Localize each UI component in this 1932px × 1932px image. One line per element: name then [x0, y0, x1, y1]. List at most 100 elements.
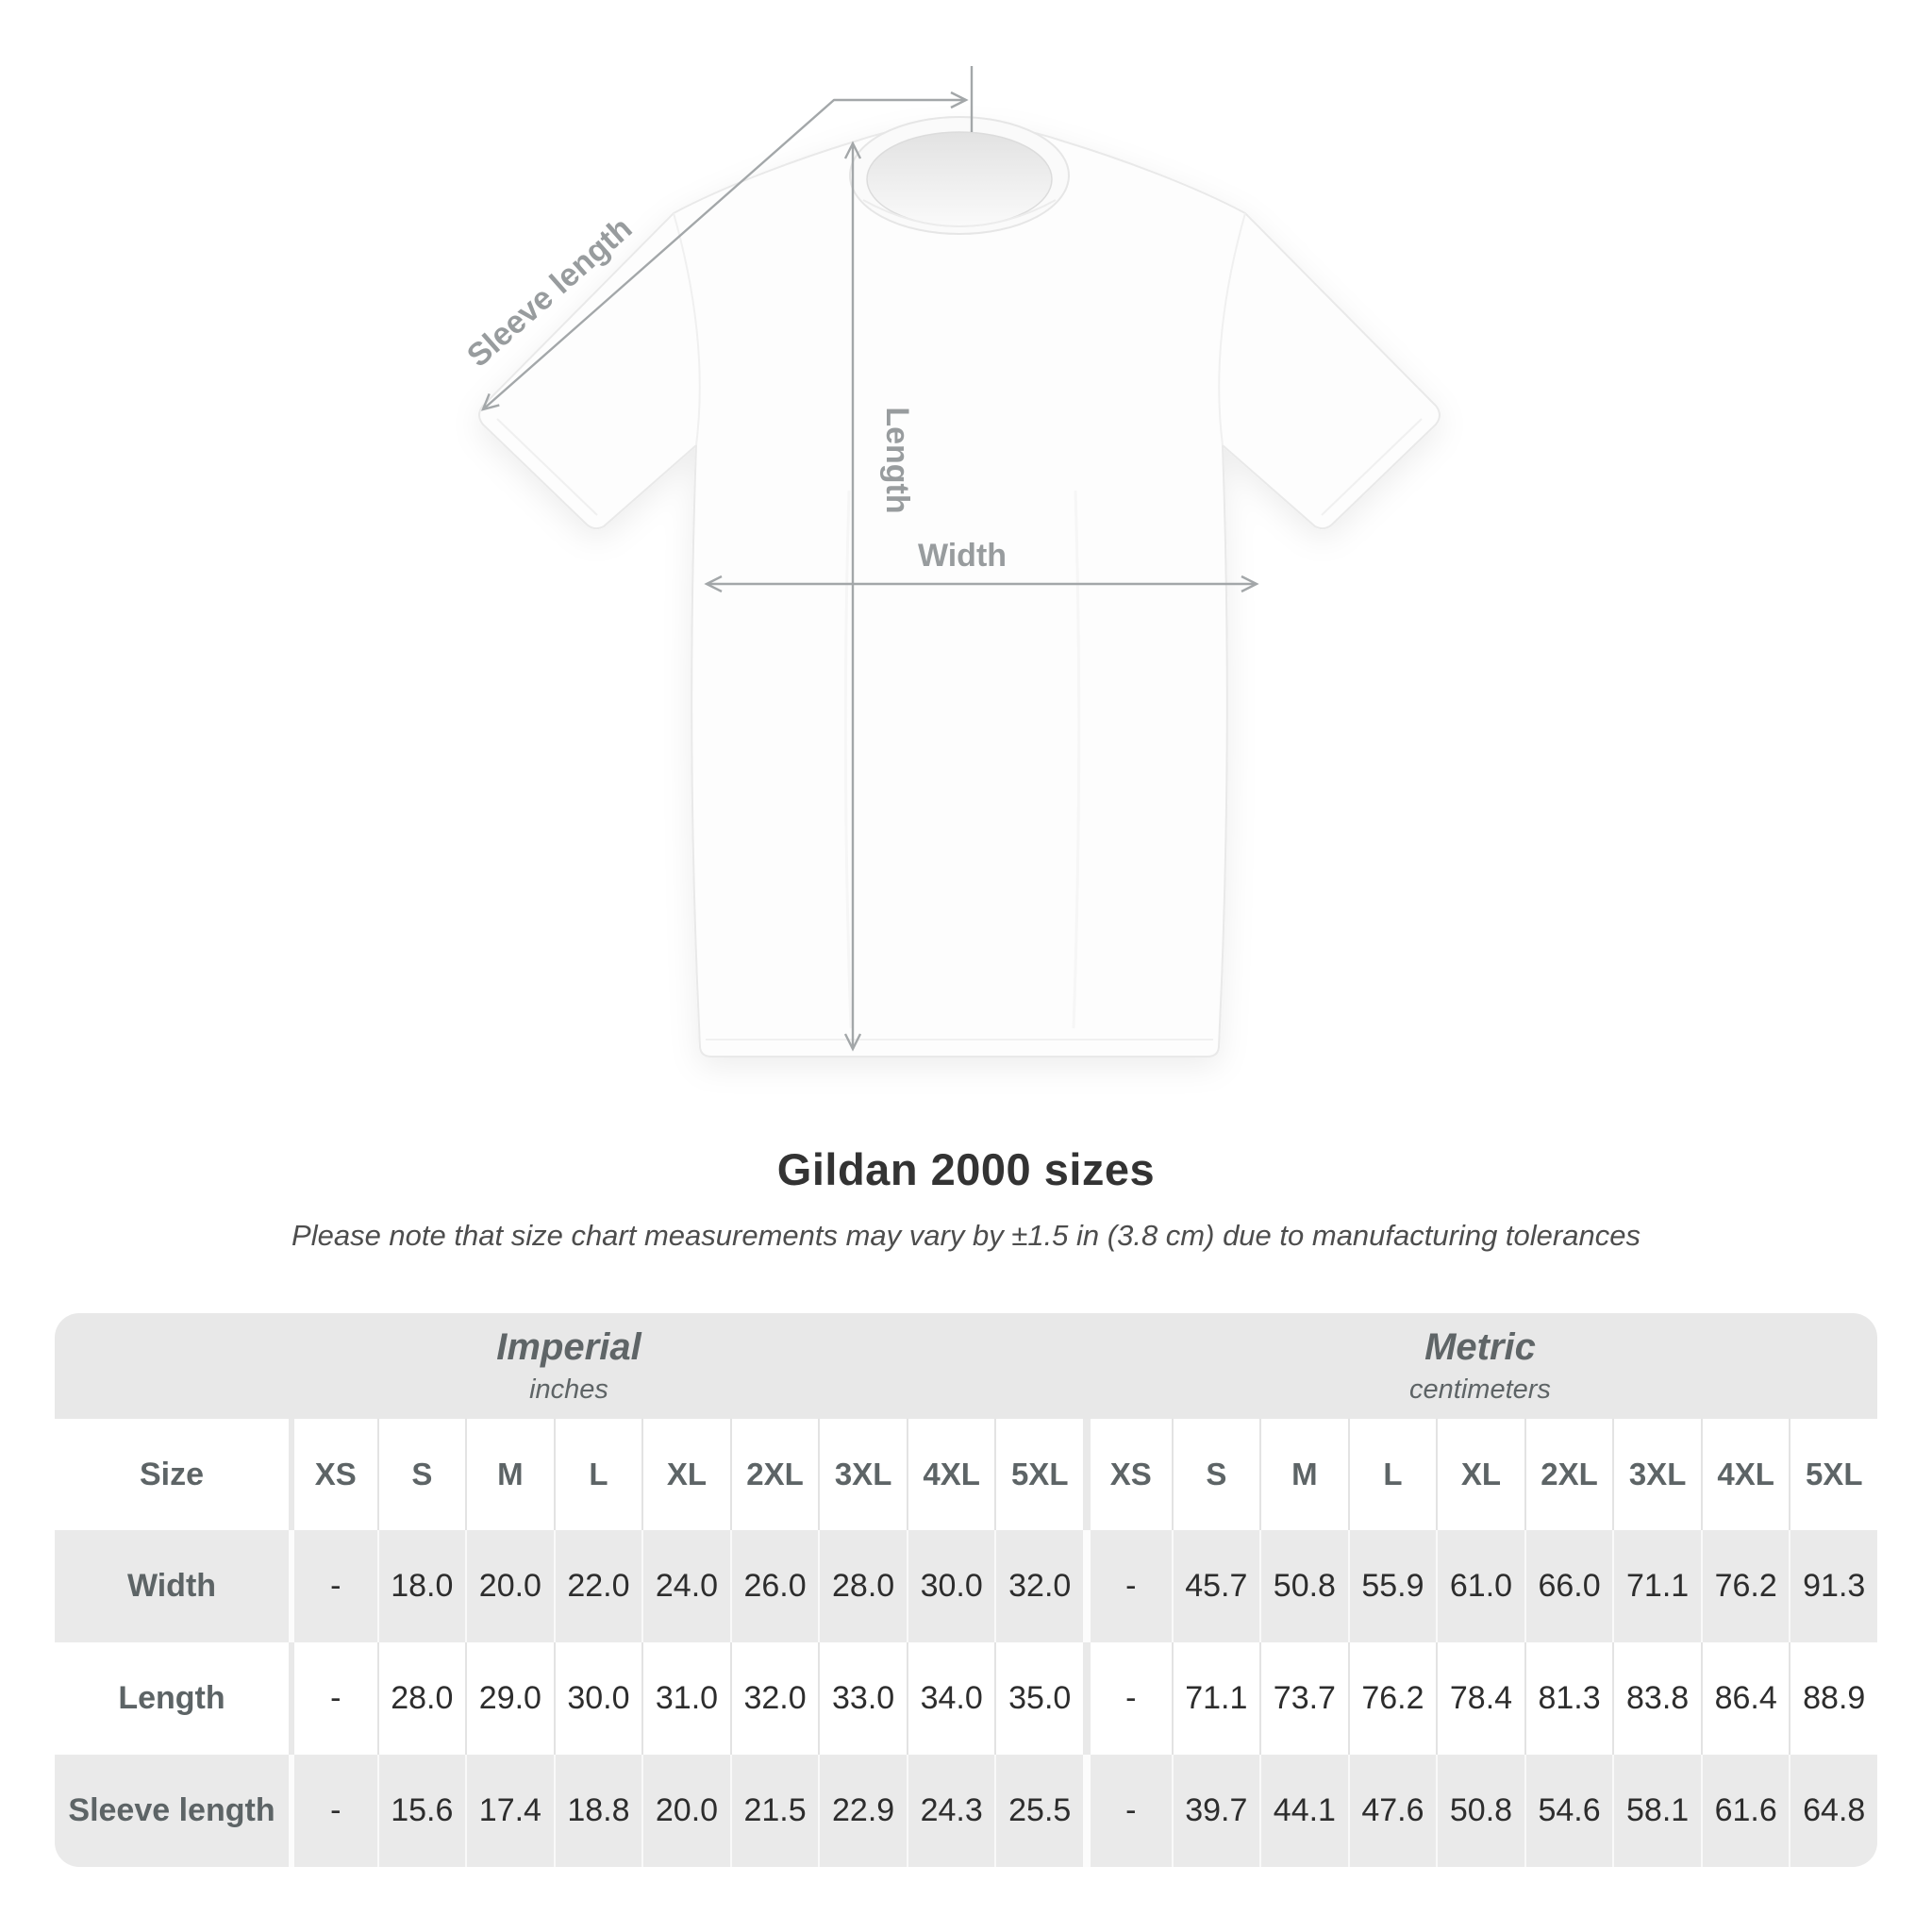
size-col-metric-2xl: 2XL	[1524, 1419, 1613, 1530]
length-imperial-4xl: 34.0	[906, 1642, 995, 1755]
tshirt-diagram-svg: Sleeve length Length Width	[460, 66, 1441, 1058]
unit-band: Imperial inches Metric centimeters	[55, 1313, 1877, 1419]
width-imperial-4xl: 30.0	[906, 1530, 995, 1642]
fold-line-right	[1072, 490, 1081, 1029]
length-metric-xl: 78.4	[1436, 1642, 1524, 1755]
sleeve-length-metric-s: 39.7	[1171, 1755, 1260, 1867]
imperial-band-title: Imperial	[496, 1326, 641, 1368]
length-imperial-2xl: 32.0	[729, 1642, 819, 1755]
collar-opening	[866, 131, 1053, 227]
tshirt-body	[478, 123, 1441, 1058]
length-metric-m: 73.7	[1259, 1642, 1348, 1755]
width-metric-5xl: 91.3	[1789, 1530, 1877, 1642]
width-imperial-s: 18.0	[376, 1530, 466, 1642]
sleeve-length-metric-3xl: 58.1	[1612, 1755, 1701, 1867]
sleeve-length-imperial-5xl: 25.5	[994, 1755, 1083, 1867]
tshirt-illustration	[478, 116, 1441, 1058]
sleeve-length-imperial-3xl: 22.9	[818, 1755, 907, 1867]
size-col-imperial-xl: XL	[641, 1419, 730, 1530]
sleeve-length-metric-xs: -	[1083, 1755, 1172, 1867]
size-col-metric-xs: XS	[1083, 1419, 1172, 1530]
table-row-length: Length -28.0 29.0 30.0 31.0 32.0 33.0 34.0 35.0-…	[55, 1642, 1877, 1755]
size-col-metric-xl: XL	[1436, 1419, 1524, 1530]
size-col-imperial-s: S	[376, 1419, 466, 1530]
width-imperial-xl: 24.0	[641, 1530, 730, 1642]
sleeve-length-metric-4xl: 61.6	[1700, 1755, 1790, 1867]
sleeve-length-metric-5xl: 64.8	[1789, 1755, 1877, 1867]
sleeve-length-metric-xl: 50.8	[1436, 1755, 1524, 1867]
size-col-metric-5xl: 5XL	[1789, 1419, 1877, 1530]
size-table-body: Width -18.0 20.0 22.0 24.0 26.0 28.0 30.0 32.0-4…	[55, 1530, 1877, 1867]
width-metric-3xl: 71.1	[1612, 1530, 1701, 1642]
length-metric-4xl: 86.4	[1700, 1642, 1790, 1755]
length-imperial-s: 28.0	[376, 1642, 466, 1755]
sleeve-length-metric-2xl: 54.6	[1524, 1755, 1613, 1867]
length-metric-s: 71.1	[1171, 1642, 1260, 1755]
length-imperial-xl: 31.0	[641, 1642, 730, 1755]
width-imperial-m: 20.0	[465, 1530, 554, 1642]
size-col-metric-4xl: 4XL	[1700, 1419, 1790, 1530]
length-imperial-5xl: 35.0	[994, 1642, 1083, 1755]
metric-band-unit: centimeters	[1409, 1374, 1551, 1405]
left-cuff-seam	[496, 418, 598, 516]
table-row-width: Width -18.0 20.0 22.0 24.0 26.0 28.0 30.0 32.0-4…	[55, 1530, 1877, 1642]
size-header: Size	[139, 1456, 205, 1492]
width-label: Width	[918, 538, 1007, 574]
width-imperial-l: 22.0	[553, 1530, 642, 1642]
size-col-imperial-5xl: 5XL	[994, 1419, 1083, 1530]
size-col-imperial-2xl: 2XL	[729, 1419, 819, 1530]
size-col-imperial-xs: XS	[289, 1419, 377, 1530]
width-metric-l: 55.9	[1347, 1530, 1437, 1642]
table-row-sleeve-length: Sleeve length -15.6 17.4 18.8 20.0 21.5 22.9 24…	[55, 1755, 1877, 1867]
length-metric-l: 76.2	[1347, 1642, 1437, 1755]
length-label: Length	[879, 407, 915, 513]
width-imperial-3xl: 28.0	[818, 1530, 907, 1642]
tolerance-note: Please note that size chart measurements…	[291, 1219, 1641, 1252]
sleeve-length-imperial-2xl: 21.5	[729, 1755, 819, 1867]
size-header-row: Size XS S M L XL 2XL 3XL 4XL 5XL XS S M L XL 2XL 3XL 4XL…	[55, 1419, 1877, 1530]
width-metric-4xl: 76.2	[1700, 1530, 1790, 1642]
sleeve-length-arrow	[480, 91, 969, 411]
row-label: Length	[118, 1680, 225, 1716]
metric-band-title: Metric	[1424, 1326, 1536, 1368]
row-label: Sleeve length	[68, 1792, 275, 1828]
size-col-imperial-3xl: 3XL	[818, 1419, 907, 1530]
sleeve-length-imperial-s: 15.6	[376, 1755, 466, 1867]
length-metric-2xl: 81.3	[1524, 1642, 1613, 1755]
sleeve-length-imperial-m: 17.4	[465, 1755, 554, 1867]
imperial-band: Imperial inches	[55, 1313, 1083, 1419]
sleeve-length-imperial-xs: -	[289, 1755, 377, 1867]
sleeve-length-imperial-4xl: 24.3	[906, 1755, 995, 1867]
size-col-metric-s: S	[1171, 1419, 1260, 1530]
width-metric-xl: 61.0	[1436, 1530, 1524, 1642]
length-metric-3xl: 83.8	[1612, 1642, 1701, 1755]
tshirt-measurement-diagram: Sleeve length Length Width	[460, 66, 1441, 1058]
width-imperial-2xl: 26.0	[729, 1530, 819, 1642]
right-sleeve-seam	[1218, 212, 1246, 446]
length-imperial-l: 30.0	[553, 1642, 642, 1755]
size-col-metric-3xl: 3XL	[1612, 1419, 1701, 1530]
width-metric-m: 50.8	[1259, 1530, 1348, 1642]
size-col-imperial-m: M	[465, 1419, 554, 1530]
page-title: Gildan 2000 sizes	[776, 1144, 1156, 1194]
width-metric-xs: -	[1083, 1530, 1172, 1642]
row-label: Width	[126, 1568, 217, 1604]
size-col-metric-l: L	[1347, 1419, 1437, 1530]
size-col-imperial-4xl: 4XL	[906, 1419, 995, 1530]
length-metric-5xl: 88.9	[1789, 1642, 1877, 1755]
width-imperial-5xl: 32.0	[994, 1530, 1083, 1642]
length-imperial-xs: -	[289, 1642, 377, 1755]
imperial-band-unit: inches	[529, 1374, 608, 1405]
width-imperial-xs: -	[289, 1530, 377, 1642]
right-cuff-seam	[1321, 418, 1423, 516]
metric-band: Metric centimeters	[1083, 1313, 1877, 1419]
sleeve-length-imperial-l: 18.8	[553, 1755, 642, 1867]
width-metric-2xl: 66.0	[1524, 1530, 1613, 1642]
width-metric-s: 45.7	[1171, 1530, 1260, 1642]
sleeve-length-imperial-xl: 20.0	[641, 1755, 730, 1867]
measurement-arrows	[480, 66, 1259, 1052]
size-col-imperial-l: L	[553, 1419, 642, 1530]
sleeve-length-metric-m: 44.1	[1259, 1755, 1348, 1867]
size-col-metric-m: M	[1259, 1419, 1348, 1530]
sleeve-length-metric-l: 47.6	[1347, 1755, 1437, 1867]
